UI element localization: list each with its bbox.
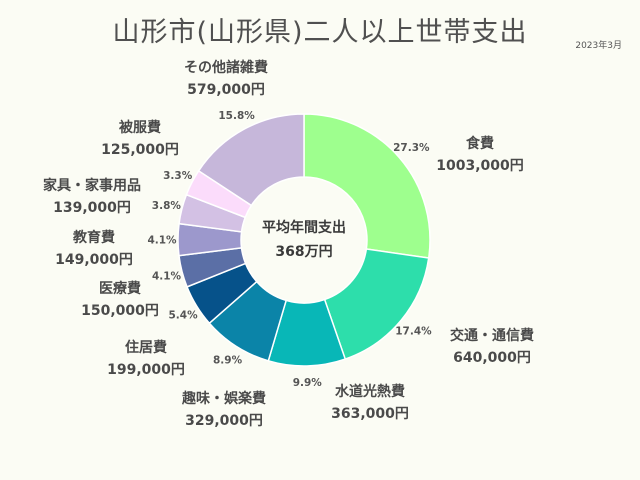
amount-label-7: 139,000円 (53, 200, 131, 216)
percent-label-3: 8.9% (213, 355, 243, 367)
amount-label-0: 1003,000円 (436, 158, 524, 174)
amount-label-9: 579,000円 (187, 82, 265, 98)
category-label-9: その他諸雑費 (184, 59, 268, 76)
percent-label-1: 17.4% (395, 325, 432, 337)
percent-label-6: 4.1% (147, 235, 177, 247)
percent-label-9: 15.8% (218, 110, 255, 122)
amount-label-5: 150,000円 (81, 303, 159, 319)
percent-label-5: 4.1% (152, 271, 182, 283)
percent-label-2: 9.9% (293, 377, 323, 389)
center-label-line1: 平均年間支出 (262, 219, 346, 236)
percent-label-7: 3.8% (152, 200, 182, 212)
amount-label-3: 329,000円 (185, 413, 263, 429)
amount-label-1: 640,000円 (453, 350, 531, 366)
chart-title: 山形市(山形県)二人以上世帯支出 (112, 17, 528, 48)
percent-label-0: 27.3% (393, 142, 430, 154)
slice-0 (303, 113, 431, 259)
amount-label-4: 199,000円 (107, 362, 185, 378)
percent-label-4: 5.4% (168, 309, 198, 321)
category-label-7: 家具・家事用品 (43, 177, 141, 194)
date-label: 2023年3月 (575, 41, 622, 51)
amount-label-2: 363,000円 (331, 406, 409, 422)
category-label-8: 被服費 (119, 119, 161, 136)
category-label-4: 住居費 (125, 339, 167, 356)
slice-9 (197, 113, 305, 207)
category-label-1: 交通・通信費 (450, 327, 534, 344)
category-label-6: 教育費 (73, 229, 115, 246)
category-label-2: 水道光熱費 (335, 383, 405, 400)
center-label-line2: 368万円 (275, 244, 332, 260)
category-label-3: 趣味・娯楽費 (181, 390, 266, 407)
percent-label-8: 3.3% (163, 170, 193, 182)
category-label-0: 食費 (466, 135, 494, 152)
category-label-5: 医療費 (99, 280, 141, 297)
amount-label-8: 125,000円 (101, 142, 179, 158)
amount-label-6: 149,000円 (55, 252, 133, 268)
